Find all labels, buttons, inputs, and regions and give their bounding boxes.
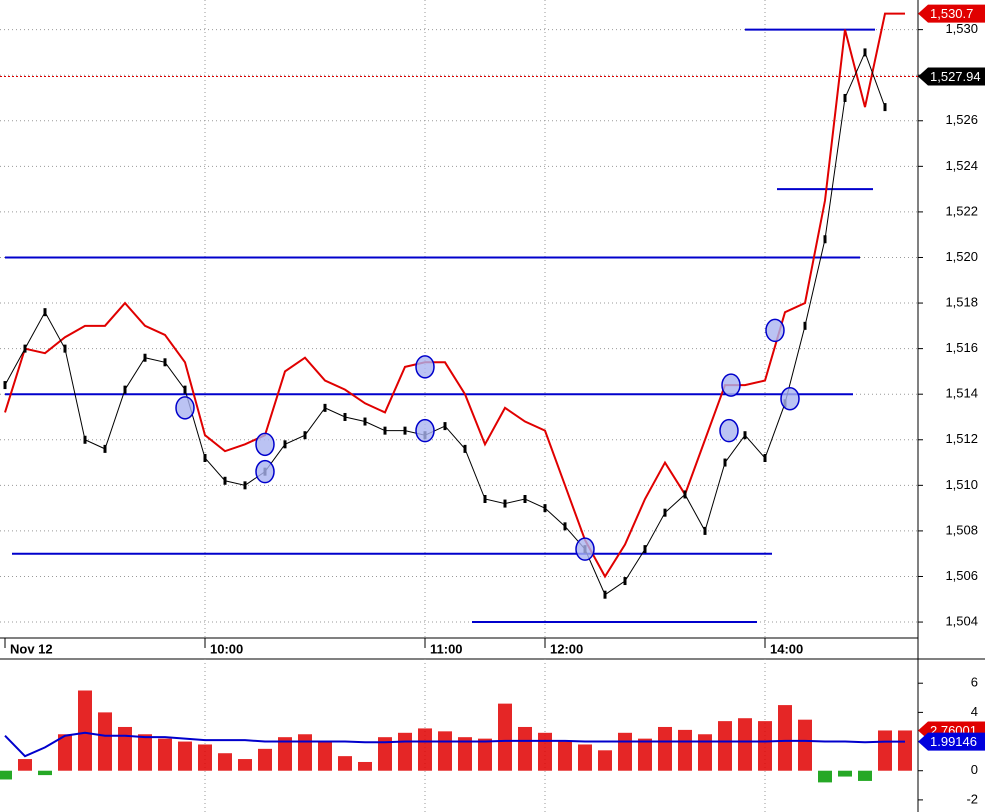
y-tick-label: 1,510 <box>945 477 978 492</box>
y-tick-label: 1,518 <box>945 294 978 309</box>
histogram-bar <box>38 770 52 776</box>
histogram-bar <box>618 732 632 771</box>
y-tick-label: 1,506 <box>945 568 978 583</box>
y-tick-label: 1,516 <box>945 340 978 355</box>
signal-marker <box>415 418 435 443</box>
histogram-bar <box>18 759 32 771</box>
signal-marker <box>255 459 275 484</box>
y-tick-label: 1,514 <box>945 386 978 401</box>
histogram-bar <box>578 744 592 771</box>
histogram-bar <box>198 744 212 771</box>
histogram-bar <box>738 718 752 771</box>
time-label: 11:00 <box>430 641 463 656</box>
histogram-bar <box>158 738 172 771</box>
histogram-bar <box>518 726 532 771</box>
last-value-label: 1,530.7 <box>930 6 973 21</box>
y-tick-label: 1,504 <box>945 613 978 628</box>
indicator-line <box>4 731 905 758</box>
histogram-bar <box>98 712 112 771</box>
last-value-box <box>918 4 985 23</box>
histogram-bar <box>718 721 732 771</box>
signal-marker <box>780 387 800 411</box>
histogram-bar <box>638 738 652 771</box>
time-label: 12:00 <box>550 641 583 656</box>
y-tick-label: 6 <box>971 675 978 690</box>
histogram-bar <box>538 732 552 771</box>
y-tick-label: 1,520 <box>945 249 978 264</box>
histogram-bar <box>78 690 92 771</box>
histogram-bar <box>258 748 272 771</box>
histogram-bar <box>758 721 772 771</box>
histogram-bar <box>298 734 312 771</box>
y-tick-label: 1,508 <box>945 522 978 537</box>
histogram-bar <box>598 750 612 771</box>
y-tick-label: 1,524 <box>945 158 978 173</box>
histogram-bar <box>238 759 252 771</box>
price-line <box>4 51 886 596</box>
y-tick-label: 4 <box>971 704 978 719</box>
y-tick-label: -2 <box>966 791 978 806</box>
y-tick-label: 1,512 <box>945 431 978 446</box>
histogram-bar <box>338 756 352 771</box>
histogram-bar <box>658 726 672 771</box>
histogram-bar <box>858 770 872 781</box>
histogram-bar <box>478 738 492 771</box>
histogram-bar <box>798 719 812 771</box>
histogram-bar <box>818 770 832 783</box>
signal-marker <box>255 432 275 457</box>
signal-marker <box>415 355 435 379</box>
histogram-bar <box>778 705 792 771</box>
histogram-bar <box>118 726 132 771</box>
histogram-bar <box>438 731 452 771</box>
time-label: 10:00 <box>210 641 243 656</box>
histogram-bar <box>498 703 512 771</box>
histogram-bar <box>418 728 432 771</box>
histogram-bar <box>678 729 692 771</box>
histogram-bar <box>318 741 332 771</box>
time-label: 14:00 <box>770 641 803 656</box>
histogram-bar <box>378 737 392 771</box>
histogram-bar <box>398 732 412 771</box>
signal-marker <box>575 537 595 561</box>
histogram-bar <box>278 737 292 771</box>
y-tick-label: 1,526 <box>945 112 978 127</box>
histogram-bar <box>898 730 912 771</box>
y-tick-label: 1,530 <box>945 21 978 36</box>
histogram-bar <box>358 761 372 771</box>
last-value-box <box>918 732 985 751</box>
histogram-bar <box>698 734 712 771</box>
price-line <box>4 12 905 579</box>
last-value-label: 1.99146 <box>930 734 977 749</box>
histogram-bar <box>458 737 472 771</box>
histogram-bar <box>558 741 572 771</box>
signal-marker <box>765 318 785 343</box>
histogram-bar <box>218 753 232 771</box>
last-value-box <box>918 67 985 86</box>
signal-marker <box>721 373 741 397</box>
y-tick-label: 0 <box>971 762 978 777</box>
histogram-bar <box>178 741 192 771</box>
signal-marker <box>719 418 739 443</box>
histogram-bar <box>838 770 852 777</box>
y-tick-label: 1,522 <box>945 203 978 218</box>
signal-marker <box>175 396 195 420</box>
last-value-label: 1,527.94 <box>930 69 981 84</box>
histogram-bar <box>0 770 12 780</box>
time-label: Nov 12 <box>10 641 53 656</box>
histogram-bar <box>138 734 152 771</box>
histogram-bar <box>878 730 892 771</box>
histogram-bar <box>58 734 72 771</box>
